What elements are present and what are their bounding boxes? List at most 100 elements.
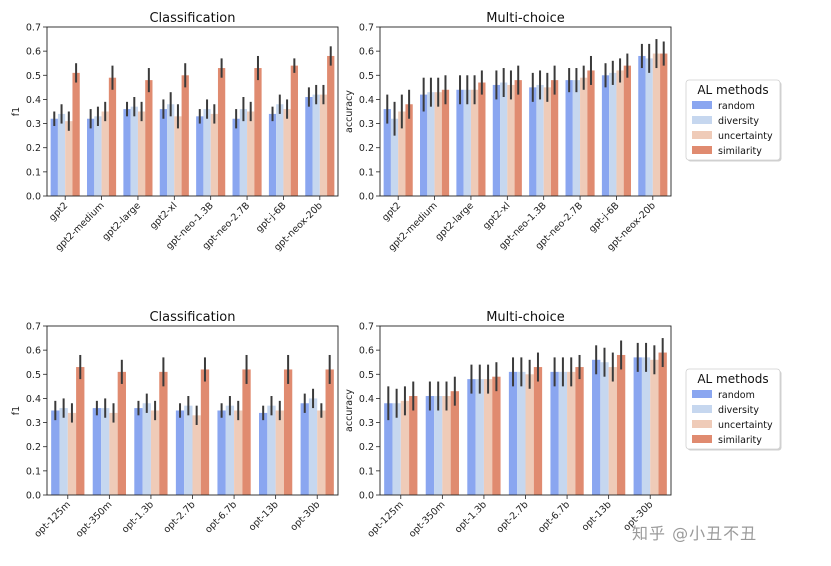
bar-random (633, 357, 642, 495)
y-tick-label: 0.5 (359, 370, 374, 381)
bar-similarity (450, 391, 459, 495)
bar-diversity (434, 396, 443, 495)
legend-swatch-random (692, 101, 712, 109)
y-tick-label: 0.0 (359, 491, 374, 502)
bar-diversity (312, 94, 320, 196)
bar-random (601, 75, 610, 196)
bar-uncertainty (652, 53, 661, 196)
bar-similarity (72, 72, 80, 196)
legend-swatch-similarity (692, 435, 712, 443)
bar-random (50, 118, 58, 196)
y-tick-label: 0.7 (359, 23, 374, 34)
y-tick-label: 0.2 (26, 442, 41, 453)
bar-similarity (290, 65, 298, 196)
y-tick-label: 0.1 (359, 167, 374, 178)
x-tick-label: gpt-j-6B (254, 200, 289, 235)
legend-label-diversity: diversity (718, 116, 759, 127)
bar-uncertainty (275, 410, 284, 495)
chart-title: Multi-choice (486, 310, 565, 325)
bar-diversity (536, 84, 544, 196)
bar-similarity (283, 369, 293, 495)
bar-similarity (405, 104, 413, 196)
x-tick-label: gpt2-xl (481, 200, 512, 231)
bar-random (232, 118, 240, 196)
y-axis-label: accuracy (344, 90, 355, 133)
bar-random (175, 410, 185, 495)
x-tick-label: opt-30b (288, 499, 322, 533)
bar-similarity (514, 80, 522, 196)
bar-similarity (117, 371, 126, 495)
x-tick-label: gpt2 (380, 200, 403, 223)
bar-uncertainty (234, 410, 243, 495)
y-tick-label: 0.3 (26, 418, 41, 429)
bar-diversity (500, 82, 508, 196)
y-tick-label: 0.2 (26, 143, 41, 154)
y-tick-label: 0.1 (26, 466, 41, 477)
bar-diversity (225, 405, 235, 495)
y-tick-label: 0.3 (359, 119, 374, 130)
chart-title: Multi-choice (486, 11, 565, 26)
bar-random (92, 408, 102, 495)
bar-similarity (623, 65, 631, 196)
legend-label-similarity: similarity (718, 146, 762, 157)
bar-uncertainty (507, 84, 515, 196)
y-axis-label: f1 (11, 107, 22, 116)
bar-uncertainty (65, 121, 73, 196)
bar-random (425, 396, 435, 495)
y-tick-label: 0.0 (26, 192, 41, 203)
bar-similarity (327, 55, 335, 196)
bar-uncertainty (470, 89, 479, 196)
bar-uncertainty (317, 410, 326, 495)
legend-1: AL methods random diversity uncertainty simi… (685, 368, 782, 451)
bar-diversity (184, 405, 193, 495)
bar-random (268, 113, 277, 196)
bar-diversity (94, 116, 102, 196)
bar-similarity (441, 89, 450, 196)
chart-panel-3: Multi-choice 0.0 0.1 0.2 0.3 0.4 0.5 0.6 0.7 accu… (344, 310, 672, 540)
y-tick-label: 0.4 (359, 95, 374, 106)
bar-diversity (59, 408, 68, 495)
bar-uncertainty (210, 113, 218, 196)
bar-uncertainty (580, 77, 588, 196)
bar-uncertainty (525, 374, 534, 495)
bar-uncertainty (174, 116, 182, 196)
legend-label-uncertainty: uncertainty (718, 131, 773, 142)
bar-diversity (645, 58, 653, 197)
legend-box (685, 368, 781, 450)
bar-diversity (390, 118, 399, 196)
bar-random (550, 371, 559, 495)
bar-uncertainty (150, 410, 160, 495)
x-tick-label: opt-6.7b (536, 499, 572, 535)
bar-diversity (203, 109, 211, 196)
bar-random (384, 403, 393, 495)
bar-similarity (200, 369, 210, 495)
legend-label-diversity: diversity (718, 405, 759, 416)
bar-diversity (475, 379, 484, 495)
x-tick-label: opt-350m (74, 499, 115, 540)
bar-diversity (558, 371, 568, 495)
bar-uncertainty (192, 415, 201, 495)
y-axis-label: accuracy (344, 389, 355, 432)
bar-diversity (308, 398, 318, 495)
bar-diversity (463, 89, 471, 196)
bar-diversity (276, 104, 284, 196)
y-tick-label: 0.7 (26, 23, 41, 34)
bar-random (420, 94, 428, 196)
legend-swatch-diversity (692, 405, 712, 413)
bar-similarity (325, 369, 334, 495)
bar-diversity (427, 92, 435, 196)
bar-random (492, 84, 501, 196)
y-tick-label: 0.6 (26, 346, 41, 357)
bar-random (529, 87, 537, 196)
x-tick-label: opt-13b (580, 499, 614, 533)
y-tick-label: 0.5 (359, 71, 374, 82)
x-tick-label: opt-350m (407, 499, 448, 540)
bar-diversity (57, 113, 66, 196)
bar-random (467, 379, 476, 495)
legend-label-random: random (718, 101, 755, 112)
legend-swatch-uncertainty (692, 131, 712, 139)
bar-diversity (641, 357, 651, 495)
bar-similarity (145, 80, 153, 196)
legend-label-random: random (718, 390, 755, 401)
